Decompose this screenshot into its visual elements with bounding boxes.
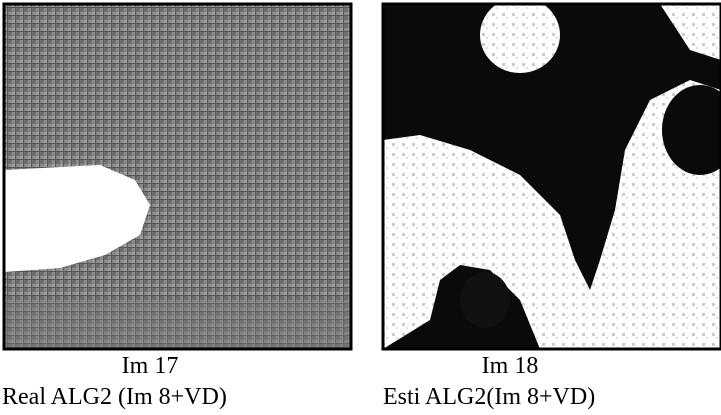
panel-caption: Real ALG2 (Im 8+VD) [2,384,227,410]
figure: Im 17 Real ALG2 (Im 8+VD) Im 18 Esti ALG… [0,0,721,415]
panel-label: Im 18 [482,353,539,379]
panel-label: Im 17 [122,353,179,379]
image-left [4,4,351,349]
panel-caption: Esti ALG2(Im 8+VD) [383,384,595,410]
image-right [383,0,721,349]
page: Im 17 Real ALG2 (Im 8+VD) Im 18 Esti ALG… [0,0,721,415]
